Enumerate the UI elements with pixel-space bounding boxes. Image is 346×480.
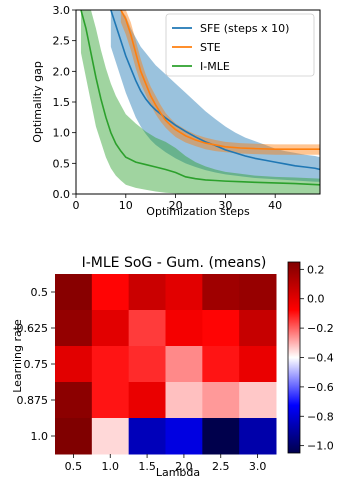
legend: SFE (steps x 10) STE I-MLE <box>165 13 315 77</box>
sfe-band <box>110 10 320 182</box>
colorbar-tick-label: −1.0 <box>307 440 334 453</box>
y-tick-label: 2.5 <box>53 35 71 48</box>
heatmap-y-tick-label: 1.0 <box>31 430 49 443</box>
y-tick-label: 1.0 <box>53 127 71 140</box>
heatmap-x-tick-label: 1.5 <box>138 460 156 473</box>
legend-box <box>165 13 315 77</box>
x-tick-label: 30 <box>218 199 232 212</box>
heatmap-x-ticks: 0.5 1.0 1.5 2.0 2.5 3.0 <box>65 454 267 473</box>
heatmap-cell <box>202 274 240 311</box>
colorbar-tick-label: −0.2 <box>307 322 334 335</box>
heatmap-cell <box>55 382 93 419</box>
line-y-axis-label: Optimality gap <box>31 61 44 143</box>
x-tick-label: 0 <box>73 199 80 212</box>
heatmap-y-axis-label: Learning rate <box>11 319 24 393</box>
heatmap-cell <box>165 346 203 383</box>
y-tick-label: 0.5 <box>53 157 71 170</box>
x-axis-ticks: 0 10 20 30 40 <box>73 194 282 212</box>
colorbar: 0.2 0.0 −0.2 −0.4 −0.6 −0.8 −1.0 <box>287 261 334 454</box>
heatmap-cell <box>91 382 130 419</box>
heatmap-cell <box>128 418 166 455</box>
heatmap-cell <box>128 310 166 347</box>
heatmap-x-tick-label: 3.0 <box>249 460 267 473</box>
x-tick-label: 10 <box>119 199 133 212</box>
heatmap-y-ticks: 0.5 0.625 0.75 0.875 1.0 <box>17 286 55 443</box>
heatmap-cell <box>128 346 166 383</box>
ste-line <box>120 10 320 151</box>
heatmap-cell <box>202 310 240 347</box>
heatmap-cell <box>165 274 203 311</box>
legend-label: SFE (steps x 10) <box>200 22 289 35</box>
heatmap-cell <box>239 418 277 455</box>
heatmap-cell <box>91 310 130 347</box>
heatmap-x-tick-label: 2.5 <box>212 460 230 473</box>
heatmap-cell <box>165 310 203 347</box>
heatmap-cell <box>91 346 130 383</box>
heatmap-x-axis-label: Lambda <box>156 466 200 479</box>
heatmap-cell <box>239 274 277 311</box>
legend-label: I-MLE <box>200 60 230 73</box>
heatmap-x-tick-label: 0.5 <box>65 460 83 473</box>
heatmap-chart: I-MLE SoG - Gum. (means) 0.5 1.0 1.5 2.0 2.5… <box>11 255 334 479</box>
heatmap-cell <box>239 346 277 383</box>
line-x-axis-label: Optimization steps <box>146 205 250 218</box>
y-axis-ticks: 0.0 0.5 1.0 1.5 2.0 2.5 3.0 <box>53 4 76 201</box>
y-tick-label: 1.5 <box>53 96 71 109</box>
heatmap-cell <box>91 274 130 311</box>
heatmap-cell <box>202 418 240 455</box>
x-tick-label: 40 <box>268 199 282 212</box>
heatmap-title: I-MLE SoG - Gum. (means) <box>82 255 267 271</box>
heatmap-cell <box>128 274 166 311</box>
series-lines <box>80 10 320 186</box>
heatmap-x-tick-label: 1.0 <box>102 460 120 473</box>
heatmap-cell <box>239 310 277 347</box>
colorbar-tick-label: 0.2 <box>307 263 325 276</box>
heatmap-cell <box>55 346 93 383</box>
y-tick-label: 0.0 <box>53 188 71 201</box>
x-tick-label: 20 <box>169 199 183 212</box>
heatmap-cell <box>165 382 203 419</box>
colorbar-ticks: 0.2 0.0 −0.2 −0.4 −0.6 −0.8 −1.0 <box>300 263 334 453</box>
heatmap-cell <box>128 382 166 419</box>
colorbar-tick-label: −0.4 <box>307 352 334 365</box>
colorbar-tick-label: 0.0 <box>307 293 325 306</box>
colorbar-tick-label: −0.6 <box>307 381 334 394</box>
colorbar-gradient <box>287 261 301 454</box>
y-tick-label: 2.0 <box>53 65 71 78</box>
y-tick-label: 3.0 <box>53 4 71 17</box>
heatmap-y-tick-label: 0.75 <box>24 358 49 371</box>
colorbar-tick-label: −0.8 <box>307 410 334 423</box>
sfe-line <box>110 10 320 171</box>
line-chart: 0 10 20 30 40 0.0 0.5 1.0 1.5 2.0 2.5 3.0 Optimiza… <box>31 4 321 218</box>
heatmap-cell <box>55 274 93 311</box>
heatmap-cell <box>239 382 277 419</box>
heatmap-y-tick-label: 0.625 <box>17 322 49 335</box>
imle-band <box>80 10 320 194</box>
heatmap-y-tick-label: 0.875 <box>17 394 49 407</box>
heatmap-cell <box>91 418 130 455</box>
heatmap-cell <box>55 310 93 347</box>
heatmap-cells <box>55 274 277 455</box>
confidence-bands <box>80 10 320 194</box>
legend-label: STE <box>200 41 221 54</box>
heatmap-x-tick-label: 2.0 <box>175 460 193 473</box>
ste-band <box>120 10 320 155</box>
heatmap-cell <box>202 382 240 419</box>
heatmap-cell <box>202 346 240 383</box>
heatmap-cell <box>165 418 203 455</box>
heatmap-y-tick-label: 0.5 <box>31 286 49 299</box>
heatmap-cell <box>55 418 93 455</box>
imle-line <box>80 10 320 186</box>
